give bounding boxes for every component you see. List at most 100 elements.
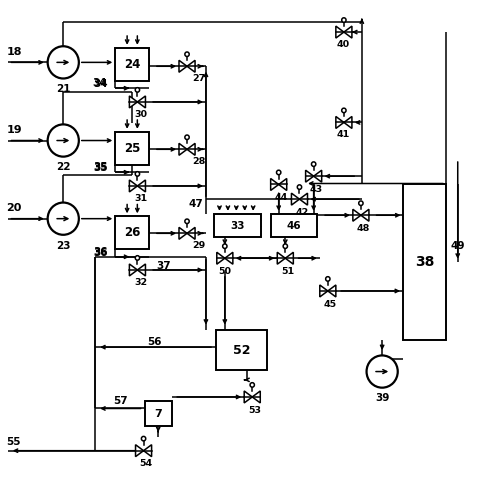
Text: 34: 34: [93, 79, 108, 88]
Polygon shape: [137, 264, 145, 276]
Polygon shape: [320, 285, 328, 297]
Text: 44: 44: [274, 193, 288, 202]
Text: 28: 28: [192, 157, 206, 166]
Polygon shape: [300, 193, 307, 205]
Text: 35: 35: [93, 163, 108, 172]
Polygon shape: [353, 209, 361, 221]
Text: 46: 46: [287, 220, 302, 231]
Text: 40: 40: [337, 40, 349, 49]
Circle shape: [326, 277, 330, 281]
Polygon shape: [179, 227, 187, 239]
Bar: [403, 183, 446, 340]
Text: 41: 41: [337, 130, 349, 139]
Text: 54: 54: [140, 459, 152, 468]
Bar: [115, 48, 149, 81]
Circle shape: [135, 171, 140, 176]
Text: 45: 45: [324, 300, 337, 309]
Circle shape: [135, 87, 140, 92]
Text: 34: 34: [94, 80, 109, 89]
Polygon shape: [305, 170, 314, 182]
Polygon shape: [344, 26, 352, 38]
Polygon shape: [279, 178, 287, 191]
Polygon shape: [336, 117, 344, 128]
Text: 19: 19: [7, 125, 22, 135]
Polygon shape: [136, 445, 143, 456]
Text: 39: 39: [375, 393, 390, 404]
Polygon shape: [361, 209, 369, 221]
Text: 20: 20: [7, 203, 22, 213]
Circle shape: [250, 383, 254, 387]
Polygon shape: [137, 180, 145, 192]
Text: 7: 7: [154, 409, 162, 418]
Polygon shape: [277, 252, 285, 264]
Circle shape: [358, 201, 363, 206]
Polygon shape: [179, 143, 187, 155]
Bar: [115, 216, 149, 249]
Text: 26: 26: [124, 226, 141, 239]
Circle shape: [141, 436, 146, 441]
Text: 49: 49: [451, 241, 465, 251]
Circle shape: [185, 135, 189, 139]
Polygon shape: [328, 285, 336, 297]
Text: 51: 51: [281, 267, 294, 276]
Polygon shape: [285, 252, 293, 264]
Polygon shape: [187, 227, 195, 239]
Text: 35: 35: [94, 164, 109, 173]
Polygon shape: [292, 193, 300, 205]
Circle shape: [135, 256, 140, 260]
Polygon shape: [130, 264, 137, 276]
Circle shape: [48, 46, 79, 79]
Text: 29: 29: [192, 241, 206, 250]
Text: 23: 23: [56, 241, 70, 250]
Text: 43: 43: [309, 185, 323, 194]
Text: 18: 18: [7, 46, 22, 57]
Text: 27: 27: [192, 74, 206, 83]
Text: 53: 53: [248, 406, 261, 414]
Bar: [144, 401, 172, 426]
Circle shape: [342, 18, 346, 22]
Polygon shape: [225, 252, 233, 264]
Polygon shape: [252, 391, 260, 403]
Bar: [217, 330, 267, 370]
Text: 36: 36: [93, 247, 108, 257]
Text: 57: 57: [114, 396, 128, 406]
Text: 32: 32: [135, 278, 148, 287]
Circle shape: [223, 244, 227, 248]
Bar: [115, 132, 149, 165]
Text: 21: 21: [56, 84, 70, 94]
Circle shape: [297, 185, 302, 189]
Polygon shape: [143, 445, 152, 456]
Circle shape: [367, 356, 398, 388]
Polygon shape: [314, 170, 322, 182]
Text: 33: 33: [230, 220, 245, 231]
Circle shape: [185, 219, 189, 223]
Circle shape: [276, 170, 281, 175]
Circle shape: [312, 162, 316, 166]
Polygon shape: [137, 96, 145, 108]
Polygon shape: [187, 143, 195, 155]
Text: 55: 55: [7, 437, 21, 447]
Polygon shape: [244, 391, 252, 403]
Text: 38: 38: [415, 254, 435, 269]
Polygon shape: [130, 180, 137, 192]
Circle shape: [185, 52, 189, 56]
Text: 30: 30: [135, 110, 148, 119]
Text: 31: 31: [135, 194, 148, 203]
Polygon shape: [271, 178, 279, 191]
Polygon shape: [217, 252, 225, 264]
Circle shape: [283, 244, 287, 248]
Polygon shape: [187, 60, 195, 72]
Polygon shape: [336, 26, 344, 38]
Text: 37: 37: [156, 260, 171, 271]
Text: 22: 22: [56, 163, 70, 172]
Circle shape: [342, 108, 346, 113]
Bar: [271, 214, 317, 237]
Text: 48: 48: [357, 224, 370, 233]
Polygon shape: [344, 117, 352, 128]
Text: 24: 24: [124, 58, 141, 71]
Text: 47: 47: [188, 199, 203, 209]
Polygon shape: [130, 96, 137, 108]
Circle shape: [48, 124, 79, 157]
Text: 50: 50: [218, 267, 231, 276]
Text: 42: 42: [295, 208, 308, 217]
